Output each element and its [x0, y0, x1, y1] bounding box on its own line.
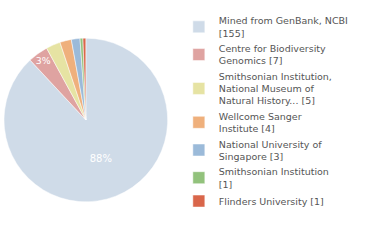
svg-text:Centre for BiodiversityGenomic: Centre for BiodiversityGenomics [7] — [219, 43, 326, 66]
svg-text:Smithsonian Institution[1]: Smithsonian Institution[1] — [219, 166, 329, 189]
svg-text:Wellcome SangerInstitute [4]: Wellcome SangerInstitute [4] — [219, 111, 302, 134]
svg-text:Mined from GenBank, NCBI[155]: Mined from GenBank, NCBI[155] — [219, 15, 348, 38]
svg-text:88%: 88% — [90, 153, 112, 164]
svg-text:National University ofSingapor: National University ofSingapore [3] — [219, 139, 322, 162]
svg-text:Flinders University [1]: Flinders University [1] — [219, 196, 324, 207]
svg-text:Smithsonian Institution,Nation: Smithsonian Institution,National Museum … — [219, 71, 332, 107]
svg-text:3%: 3% — [36, 55, 51, 66]
